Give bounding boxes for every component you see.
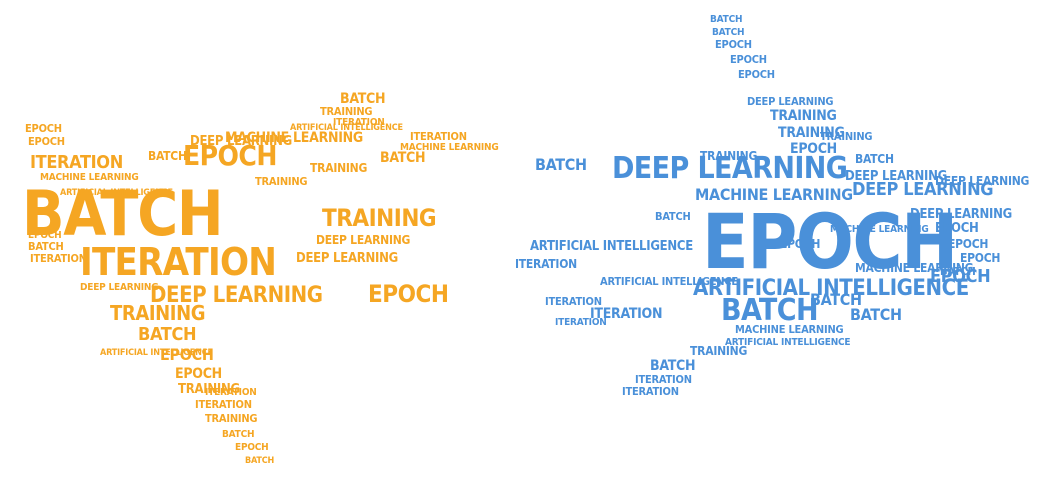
left-cloud-word-deep-learning: DEEP LEARNING	[80, 282, 158, 293]
left-cloud-word-training: TRAINING	[205, 412, 257, 425]
right-cloud-word-batch: BATCH	[940, 265, 976, 278]
left-cloud-word-batch: BATCH	[28, 240, 64, 253]
right-cloud-word-iteration: ITERATION	[515, 257, 577, 271]
right-cloud-word-machine-learning: MACHINE LEARNING	[695, 185, 853, 204]
right-cloud-word-iteration: ITERATION	[555, 317, 607, 328]
right-cloud-word-batch: BATCH	[712, 27, 744, 38]
right-cloud-word-training: TRAINING	[820, 130, 872, 143]
right-cloud-word-iteration: ITERATION	[622, 385, 679, 398]
left-cloud-word-epoch: EPOCH	[25, 122, 62, 135]
right-cloud-word-deep-learning: DEEP LEARNING	[935, 174, 1030, 188]
right-cloud-word-deep-learning: DEEP LEARNING	[612, 151, 847, 186]
right-cloud-word-deep-learning: DEEP LEARNING	[845, 169, 947, 184]
left-cloud-word-epoch: EPOCH	[28, 135, 65, 148]
right-cloud-word-artificial-intelligence: ARTIFICIAL INTELLIGENCE	[530, 239, 693, 254]
right-cloud-word-batch: BATCH	[650, 358, 695, 374]
right-cloud-word-iteration: ITERATION	[635, 373, 692, 386]
left-cloud-word-epoch: EPOCH	[235, 442, 269, 453]
left-cloud-word-training: TRAINING	[310, 161, 367, 175]
right-cloud-word-batch: BATCH	[850, 305, 902, 324]
left-cloud-word-batch: BATCH	[222, 429, 254, 440]
left-cloud-word-machine-learning: MACHINE LEARNING	[40, 172, 139, 183]
right-cloud-word-epoch: EPOCH	[702, 197, 957, 286]
left-cloud-word-artificial-intelligence: ARTIFICIAL INTELLIGENCE	[60, 188, 173, 198]
left-cloud-word-machine-learning: MACHINE LEARNING	[225, 130, 363, 146]
right-cloud-word-deep-learning: DEEP LEARNING	[852, 179, 993, 200]
right-cloud-word-training: TRAINING	[778, 125, 845, 141]
left-cloud-word-deep-learning: DEEP LEARNING	[316, 233, 411, 247]
left-cloud-word-deep-learning: DEEP LEARNING	[150, 283, 323, 308]
left-cloud-word-iteration: ITERATION	[30, 152, 123, 173]
left-cloud-word-batch: BATCH	[148, 149, 187, 163]
left-cloud-word-deep-learning: DEEP LEARNING	[190, 134, 292, 149]
left-cloud-word-iteration: ITERATION	[30, 252, 87, 265]
left-cloud-word-artificial-intelligence: ARTIFICIAL INTELLIGENCE	[290, 123, 403, 133]
right-cloud-word-iteration: ITERATION	[590, 306, 662, 322]
left-cloud-word-batch: BATCH	[380, 150, 425, 166]
left-cloud-word-deep-learning: DEEP LEARNING	[296, 251, 398, 266]
right-cloud-word-deep-learning: DEEP LEARNING	[747, 95, 833, 108]
right-cloud-word-training: TRAINING	[770, 108, 837, 124]
right-cloud-word-batch: BATCH	[721, 293, 818, 328]
left-cloud-word-iteration: ITERATION	[80, 240, 276, 284]
right-cloud-word-epoch: EPOCH	[715, 38, 752, 51]
left-cloud-word-training: TRAINING	[322, 204, 436, 232]
left-cloud-word-training: TRAINING	[320, 105, 372, 118]
left-cloud-word-iteration: ITERATION	[333, 117, 385, 128]
left-cloud-word-iteration: ITERATION	[195, 398, 252, 411]
right-cloud-word-batch: BATCH	[810, 290, 862, 309]
left-cloud-word-batch: BATCH	[340, 91, 385, 107]
right-cloud-word-batch: BATCH	[535, 155, 587, 174]
left-cloud-word-epoch: EPOCH	[28, 230, 62, 241]
right-cloud-word-batch: BATCH	[855, 152, 894, 166]
right-cloud-word-artificial-intelligence: ARTIFICIAL INTELLIGENCE	[725, 337, 850, 348]
left-cloud-word-batch: BATCH	[22, 177, 222, 250]
left-cloud-word-training: TRAINING	[110, 301, 205, 325]
right-cloud-word-training: TRAINING	[700, 149, 757, 163]
right-cloud-word-batch: BATCH	[710, 14, 742, 25]
left-cloud-word-training: TRAINING	[255, 175, 307, 188]
left-cloud-word-epoch: EPOCH	[175, 366, 222, 382]
right-cloud-word-epoch: EPOCH	[780, 237, 820, 251]
right-cloud-word-machine-learning: MACHINE LEARNING	[830, 224, 929, 235]
right-cloud-word-epoch: EPOCH	[790, 141, 837, 157]
right-cloud-word-iteration: ITERATION	[545, 295, 602, 308]
right-cloud-word-epoch: EPOCH	[935, 221, 979, 236]
left-cloud-word-iteration: ITERATION	[410, 130, 467, 143]
right-cloud-word-deep-learning: DEEP LEARNING	[910, 207, 1012, 222]
right-cloud-word-artificial-intelligence: ARTIFICIAL INTELLIGENCE	[693, 276, 969, 301]
left-cloud-word-epoch: EPOCH	[368, 280, 448, 308]
right-cloud-word-epoch: EPOCH	[930, 266, 990, 287]
right-cloud-word-batch: BATCH	[655, 210, 691, 223]
left-cloud-word-training: TRAINING	[178, 382, 240, 397]
right-cloud-word-epoch: EPOCH	[948, 237, 988, 251]
right-cloud-word-artificial-intelligence: ARTIFICIAL INTELLIGENCE	[600, 275, 738, 288]
left-cloud-word-artificial-intelligence: ARTIFICIAL INTELLIGENCE	[100, 348, 213, 358]
left-cloud-word-iteration: ITERATION	[205, 387, 257, 398]
right-cloud-word-machine-learning: MACHINE LEARNING	[735, 323, 844, 336]
right-cloud-word-epoch: EPOCH	[730, 53, 767, 66]
right-cloud-word-machine-learning: MACHINE LEARNING	[855, 261, 974, 275]
left-cloud-word-machine-learning: MACHINE LEARNING	[400, 142, 499, 153]
left-cloud-word-epoch: EPOCH	[183, 139, 277, 172]
left-cloud-word-batch: BATCH	[245, 456, 274, 466]
left-cloud-word-epoch: EPOCH	[160, 345, 214, 364]
right-cloud-word-epoch: EPOCH	[738, 68, 775, 81]
right-cloud-word-training: TRAINING	[690, 344, 747, 358]
right-cloud-word-epoch: EPOCH	[960, 251, 1000, 265]
left-cloud-word-batch: BATCH	[138, 324, 196, 345]
